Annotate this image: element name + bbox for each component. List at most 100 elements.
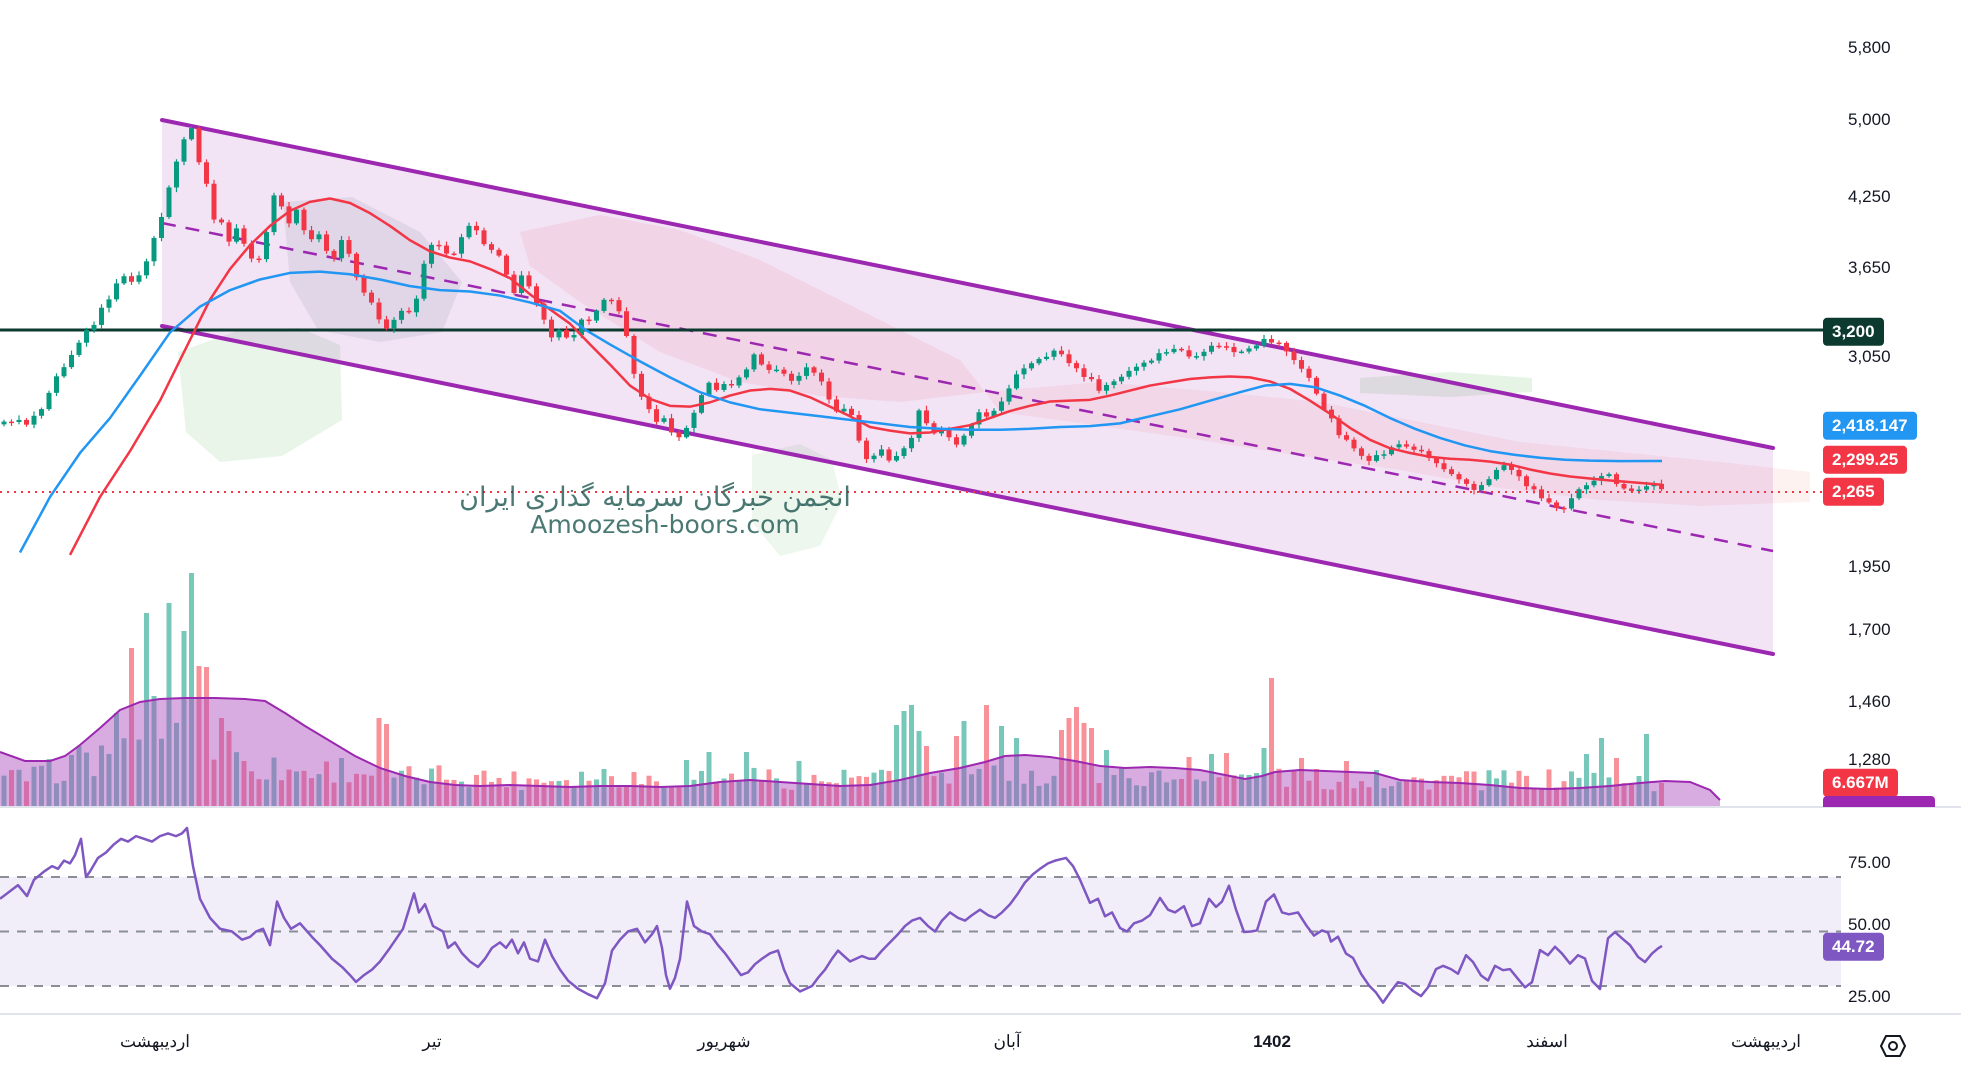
candle-body [856,415,862,441]
volume-bar [789,789,794,806]
volume-bar [159,738,164,806]
candle-body [489,244,494,250]
volume-bar [766,769,772,806]
candle-body [429,244,434,264]
price-tick-label: 1,950 [1848,557,1891,576]
volume-bar [639,784,644,806]
volume-bar [976,768,982,806]
price-badge-last[interactable]: 2,265 [1823,477,1884,507]
candle-body [189,128,194,140]
candle-body [204,162,209,184]
volume-bar [1344,761,1349,806]
volume-bar [1134,785,1139,806]
candle-body [451,253,457,256]
candle-body [1239,351,1244,354]
price-badge-ma-fast[interactable]: 2,299.25 [1823,445,1908,475]
candle-body [879,449,884,456]
volume-bar [1404,779,1409,806]
candle-body [631,335,637,374]
candle-body [586,319,592,322]
candle-body [76,342,82,355]
volume-bar [1464,771,1469,806]
volume-bar [729,773,734,806]
candle-body [1299,360,1304,369]
candle-body [346,240,352,254]
volume-bar [414,777,419,806]
volume-bar [234,752,239,806]
volume-bar [744,752,749,806]
volume-bar [1599,738,1604,806]
volume-bar [1374,770,1379,806]
candle-body [459,237,464,254]
candle-body [1141,362,1147,367]
candle-body [1291,351,1297,361]
volume-bar [1194,779,1199,806]
volume-ma-line [0,697,1721,801]
candle-body [1486,479,1492,486]
candle-body [1111,381,1117,386]
volume-bar [1441,775,1447,806]
price-badge-ma-slow[interactable]: 2,418.147 [1823,411,1917,441]
volume-bar [1321,789,1327,806]
volume-bar [429,768,434,806]
candle-body [976,412,982,425]
candle-body [9,421,14,424]
candle-body [571,335,577,338]
volume-bar [1486,770,1492,806]
candle-body [1096,379,1102,391]
volume-bar [699,771,704,806]
price-tick-label: 3,050 [1848,347,1891,366]
candle-body [91,324,97,331]
price-badge-level[interactable]: 3,200 [1823,317,1884,347]
volume-bar [571,787,577,806]
candle-body [646,396,652,410]
volume-bar [826,782,832,806]
price-tick-label: 1,280 [1848,750,1891,769]
volume-bar [84,752,89,806]
candle-body [864,440,869,460]
candle-body [354,253,359,278]
volume-bar [841,769,847,806]
candle-body [654,409,659,422]
candle-body [1029,363,1034,369]
candle-body [1059,350,1064,355]
candle-body [1374,455,1379,461]
volume-badge[interactable]: 6.667M [1823,768,1898,798]
volume-bar [931,776,937,806]
candle-body [721,384,727,390]
rsi-badge[interactable]: 44.72 [1823,932,1884,962]
volume-bar [759,780,764,806]
scale-settings-icon[interactable] [1878,1031,1908,1061]
volume-bar [564,780,569,806]
volume-bar [1434,780,1439,806]
candle-body [706,382,712,396]
candle-body [811,367,817,373]
ichimoku-cloud-pink-mid [520,215,985,402]
volume-bar [174,722,179,806]
volume-bar [871,772,877,806]
volume-bar [1156,770,1162,806]
candle-body [1561,507,1567,510]
candle-body [1074,363,1079,369]
volume-bar [361,774,367,806]
volume-bar [1381,788,1387,806]
volume-bar [466,787,472,806]
rsi-line [0,826,1663,1004]
ma-fast-line [68,197,1663,556]
candle-body [961,435,967,445]
candle-body [1509,465,1514,470]
volume-bar [46,759,52,806]
candle-body [399,310,404,320]
candle-body [1464,479,1469,484]
candle-body [1284,342,1289,352]
volume-bar [924,746,929,806]
candle-body [1,421,7,425]
volume-bar [1351,788,1357,806]
candle-body [39,409,44,416]
volume-bar [324,761,329,806]
rsi-tick-label: 25.00 [1848,987,1891,1006]
candle-body [1471,483,1477,490]
volume-bar [189,573,194,806]
